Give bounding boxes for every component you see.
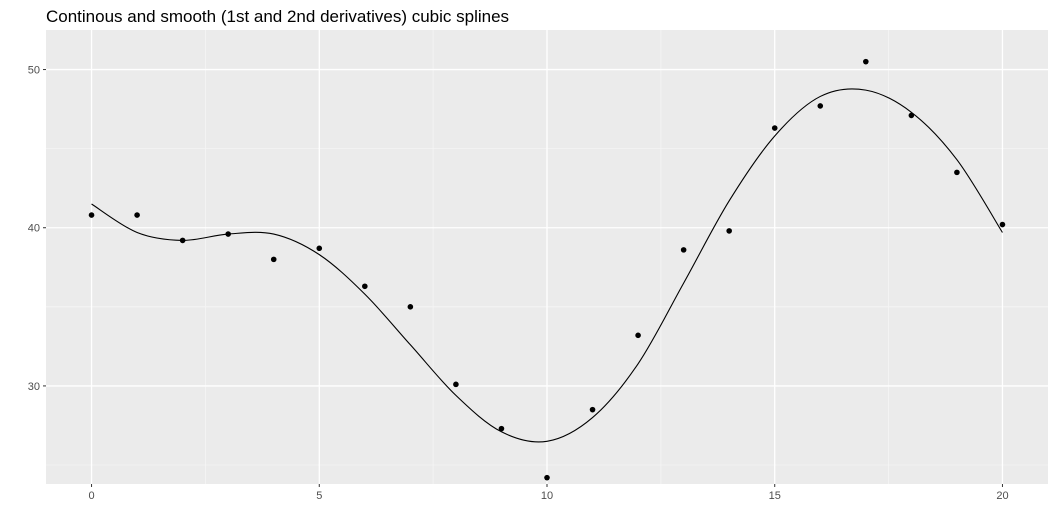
x-tick-label: 10 xyxy=(541,490,553,502)
point-layer xyxy=(88,58,1006,481)
grid-layer xyxy=(46,30,1048,484)
data-point xyxy=(589,406,596,413)
x-tick-label: 20 xyxy=(996,490,1008,502)
data-point xyxy=(771,125,778,131)
data-point xyxy=(134,212,140,218)
chart-title: Continous and smooth (1st and 2nd deriva… xyxy=(46,7,509,26)
data-point xyxy=(453,381,459,388)
data-point xyxy=(863,58,869,65)
data-point xyxy=(88,212,95,218)
data-point xyxy=(999,221,1006,228)
data-point xyxy=(817,103,824,109)
y-tick-label: 50 xyxy=(28,65,40,77)
x-tick-label: 5 xyxy=(316,490,322,502)
x-tick-label: 0 xyxy=(88,490,94,502)
data-point xyxy=(908,112,915,119)
y-tick-label: 40 xyxy=(28,223,40,235)
data-point xyxy=(635,332,641,339)
data-point xyxy=(726,228,732,234)
data-point xyxy=(316,245,323,252)
y-tick-label: 30 xyxy=(28,381,40,393)
data-point xyxy=(362,283,368,290)
x-tick-label: 15 xyxy=(769,490,781,502)
data-point xyxy=(544,474,550,481)
data-point xyxy=(225,231,231,237)
data-point xyxy=(270,256,277,263)
data-point xyxy=(498,425,505,432)
spline-line xyxy=(91,88,1003,443)
tick-layer: 0 5 10 15 20 30 40 50 xyxy=(28,65,1009,502)
data-point xyxy=(179,237,186,244)
data-point xyxy=(954,169,960,176)
spline-layer xyxy=(91,88,1003,443)
data-point xyxy=(680,247,687,253)
data-point xyxy=(407,304,414,310)
